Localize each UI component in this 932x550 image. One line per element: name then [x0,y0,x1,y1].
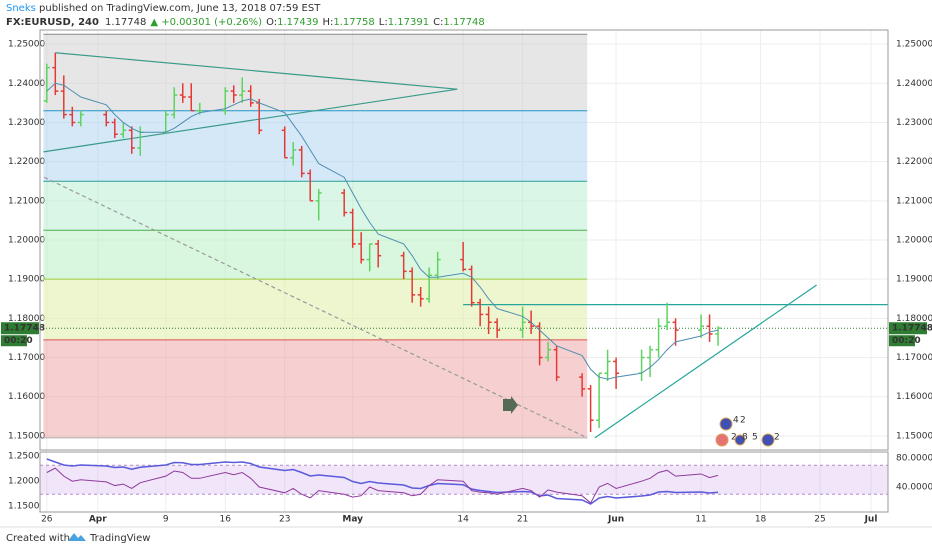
rsi-band [40,465,888,495]
l-value: 1.17391 [388,17,429,28]
plot-layer: 1.15000 1.15000 1.16000 1.16000 1.17000 1.170… [1,30,932,525]
y-tick-label-right: 1.18000 [896,314,932,324]
y-tick-label-right: 1.22000 [896,157,932,167]
x-tick-label: Apr [89,515,107,525]
y-tick-label: 1.17000 [8,353,45,363]
event-label: 2 [774,433,780,443]
fib-zone [43,230,588,280]
x-tick-label: 18 [755,515,767,525]
event-icon[interactable] [719,417,733,431]
x-tick-label: Jun [607,515,624,525]
rsi-y-tick-label: 40.0000 [896,483,932,493]
rsi-y-tick-label: 80.0000 [896,454,932,464]
y-tick-label-right: 1.19000 [896,275,932,285]
l-label: L: [379,17,388,28]
event-label: 4 [733,416,739,426]
pane-price-line [46,458,719,505]
header-line: Sneks published on TradingView.com, June… [6,3,321,14]
y-tick-label-right: 1.24000 [896,79,932,89]
y-tick-label: 1.22000 [8,157,45,167]
fib-zone [43,181,588,231]
y-tick-label-right: 1.21000 [896,196,932,206]
main-pane-frame [39,29,889,451]
y-tick-label-right: 1.25000 [896,40,932,50]
y-tick-label: 1.18000 [8,314,45,324]
y-tick-label-right: 1.23000 [896,118,932,128]
published: published on TradingView.com, June 13, 2… [36,3,321,14]
event-icons: 4 2 2 8 5 2 [715,416,780,447]
countdown-badge [1,335,27,347]
event-icon[interactable] [761,433,775,447]
y-tick-label: 1.19000 [8,275,45,285]
event-label: 8 [742,433,748,443]
y-tick-label: 1.16000 [8,392,45,402]
trendline [43,88,458,153]
moving-average [46,82,719,380]
sub-pane-frame [39,451,889,513]
price-badge-label: 1.17748 [4,324,45,334]
fib-zone [43,110,588,182]
o-label: O: [266,17,277,28]
trendline [43,176,588,439]
fib-zone [43,34,588,111]
trendline [594,284,817,439]
event-icon[interactable] [734,434,746,446]
event-label: 2 [740,416,746,426]
fib-zone [43,279,588,340]
x-tick-label: 14 [457,515,469,525]
countdown-label: 00:20 [4,336,33,346]
fib-zone [43,339,588,438]
change: ▲ +0.00301 (+0.26%) [150,17,262,28]
y-tick-label: 1.21000 [8,196,45,206]
quote-line: FX:EURUSD, 240 1.17748 ▲ +0.00301 (+0.26%)… [6,17,485,28]
x-tick-label: 9 [163,515,169,525]
y-tick-label: 1.15000 [8,431,45,441]
y-tick-label-right: 1.17000 [896,353,932,363]
symbol: FX:EURUSD, 240 [6,17,99,28]
x-tick-label: 26 [41,515,53,525]
brand-logo [68,533,86,541]
h-label: H: [323,17,334,28]
price-badge [1,322,39,335]
event-label: 5 [752,433,758,443]
event-label: 2 [731,433,737,443]
x-tick-label: 11 [695,515,706,525]
h-value: 1.17758 [333,17,374,28]
pane-y-tick-label: 1.2000 [8,477,40,487]
x-tick-label: 25 [814,515,825,525]
x-tick-label: 23 [279,515,290,525]
last: 1.17748 [105,17,146,28]
footer-brand[interactable]: TradingView [89,533,150,544]
y-tick-label-right: 1.20000 [896,236,932,246]
y-tick-label: 1.25000 [8,40,45,50]
event-icon[interactable] [715,433,729,447]
y-tick-label: 1.23000 [8,118,45,128]
pane-y-tick-label: 1.2500 [8,452,40,462]
x-tick-label: Jul [864,515,878,525]
y-tick-label-right: 1.15000 [896,431,932,441]
y-tick-label-right: 1.16000 [896,392,932,402]
trendline [55,52,458,90]
price-badge [889,322,927,335]
y-tick-label: 1.20000 [8,236,45,246]
c-label: C: [433,17,443,28]
x-tick-label: May [342,515,363,525]
pane-y-tick-label: 1.1500 [8,502,40,512]
countdown-badge [889,335,915,347]
o-value: 1.17439 [277,17,318,28]
x-tick-label: 16 [220,515,232,525]
x-tick-label: 21 [517,515,528,525]
c-value: 1.17748 [443,17,484,28]
arrow-icon [503,396,518,414]
countdown-label: 00:20 [892,336,921,346]
y-tick-label: 1.24000 [8,79,45,89]
footer-created: Created with [6,533,70,544]
price-badge-label: 1.17748 [892,324,932,334]
rsi-line [46,467,719,504]
author[interactable]: Sneks [6,3,36,14]
